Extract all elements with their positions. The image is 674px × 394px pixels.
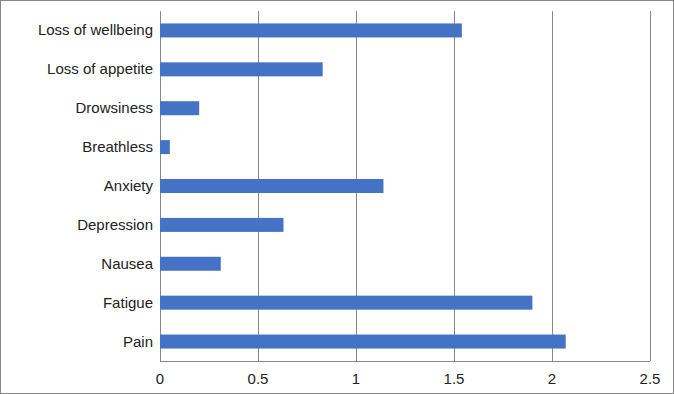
bar [160,140,170,154]
tick-label: 0 [156,370,164,387]
bar [160,101,199,115]
tick-label: 2.5 [640,370,661,387]
tick-label: 1 [352,370,360,387]
x-axis-line [160,361,650,362]
grid [161,11,651,361]
bar [160,296,532,310]
category-label: Loss of appetite [47,60,153,77]
chart-svg: 0 0.5 1 1.5 2 2.5 Loss of wellbeing Loss of app… [0,0,674,394]
chart-border [1,1,674,394]
category-label: Loss of wellbeing [38,21,153,38]
bar [160,23,462,37]
bar [160,62,323,76]
chart-container: 0 0.5 1 1.5 2 2.5 Loss of wellbeing Loss of app… [0,0,674,394]
category-label: Drowsiness [75,99,153,116]
category-label: Fatigue [103,294,153,311]
bar [160,179,383,193]
tick-label: 0.5 [248,370,269,387]
category-label: Breathless [82,138,153,155]
bars [160,23,566,348]
category-label: Nausea [101,255,153,272]
bar [160,257,221,271]
bar [160,335,566,349]
grid-line [650,11,651,361]
category-label: Depression [77,216,153,233]
bar [160,218,283,232]
category-label: Anxiety [104,177,154,194]
tick-label: 2 [548,370,556,387]
grid-line [552,11,553,361]
tick-label: 1.5 [444,370,465,387]
category-label: Pain [123,333,153,350]
